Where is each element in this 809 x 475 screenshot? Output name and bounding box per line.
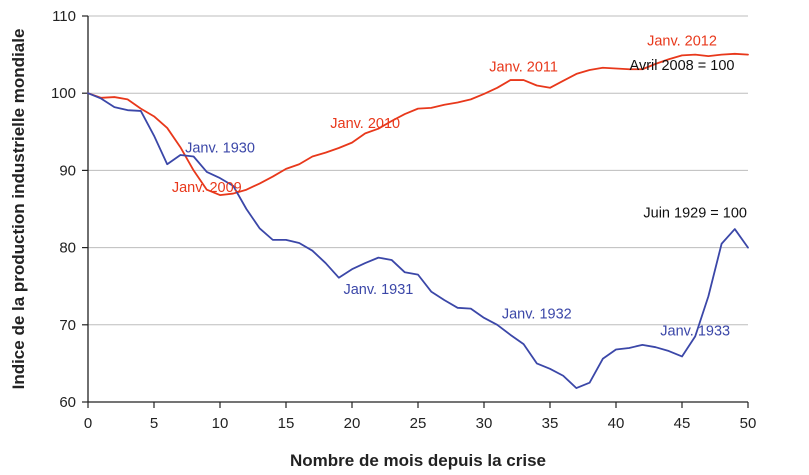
- y-tick-label-70: 70: [59, 317, 76, 334]
- y-tick-label-100: 100: [51, 85, 76, 102]
- y-tick-label-60: 60: [59, 394, 76, 411]
- y-axis-title: Indice de la production industrielle mon…: [9, 29, 28, 390]
- annotation-label: Janv. 1930: [185, 141, 255, 157]
- x-tick-label-25: 25: [410, 415, 427, 432]
- annotation-label: Juin 1929 = 100: [643, 205, 747, 221]
- annotation-label: Janv. 2011: [489, 60, 558, 76]
- axes: 60 70 80 90 100 110 0 5 10 15 20 25 30 35 40 45 50: [51, 8, 756, 432]
- x-axis-title: Nombre de mois depuis la crise: [290, 451, 546, 470]
- annotation-label: Janv. 2010: [330, 116, 400, 132]
- x-tick-label-10: 10: [212, 415, 229, 432]
- x-tick-label-0: 0: [84, 415, 92, 432]
- y-tick-label-90: 90: [59, 162, 76, 179]
- x-tick-label-30: 30: [476, 415, 493, 432]
- x-tick-label-50: 50: [740, 415, 757, 432]
- x-tick-label-45: 45: [674, 415, 691, 432]
- x-tick-label-35: 35: [542, 415, 559, 432]
- annotation-label: Janv. 1931: [343, 282, 413, 298]
- x-tick-label-40: 40: [608, 415, 625, 432]
- grid-lines: [88, 15, 748, 326]
- x-tick-label-5: 5: [150, 415, 158, 432]
- y-tick-label-110: 110: [52, 8, 76, 25]
- data-series: [87, 52, 749, 390]
- annotation-label: Janv. 2012: [647, 33, 717, 49]
- annotation-label: Janv. 1932: [502, 307, 572, 323]
- x-tick-label-20: 20: [344, 415, 361, 432]
- annotation-label: Janv. 1933: [660, 324, 730, 340]
- series-line-1929: [87, 92, 749, 390]
- series-line-2008: [87, 52, 749, 197]
- y-tick-label-80: 80: [59, 240, 76, 257]
- annotation-label: Avril 2008 = 100: [630, 58, 735, 74]
- x-tick-label-15: 15: [278, 415, 295, 432]
- annotations: Janv. 2009 Janv. 2010 Janv. 2011 Janv. 2012…: [172, 33, 747, 339]
- annotation-label: Janv. 2009: [172, 180, 242, 196]
